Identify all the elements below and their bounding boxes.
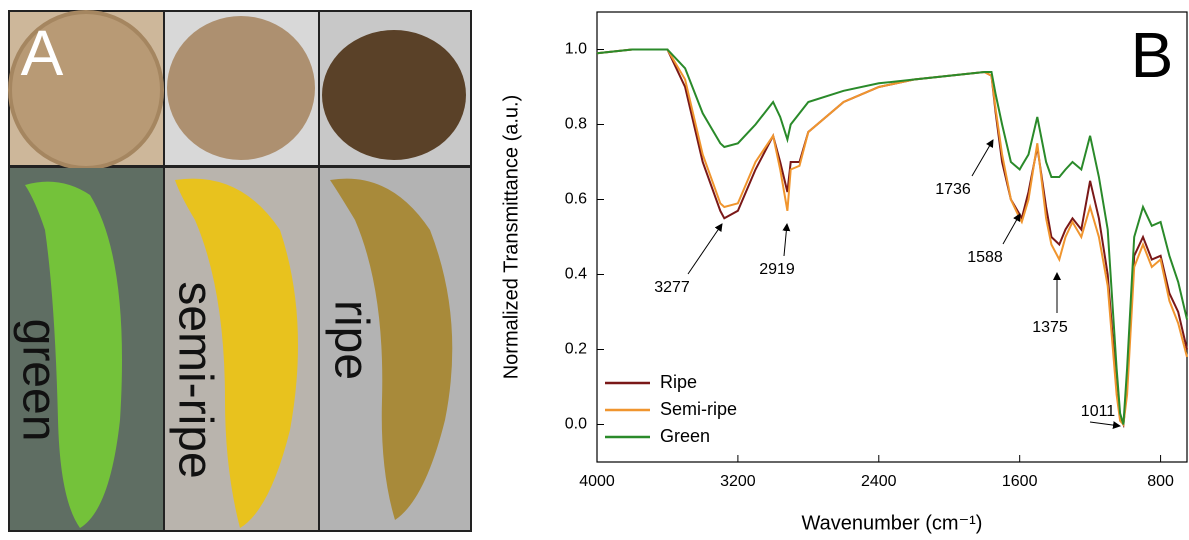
annotation-arrow xyxy=(687,223,723,275)
annotation: 1011 xyxy=(1081,403,1116,420)
spectrum-line xyxy=(596,48,1188,427)
y-tick-label: 0.0 xyxy=(565,416,587,433)
banana xyxy=(330,178,453,521)
y-axis-title: Normalized Transmittance (a.u.) xyxy=(500,95,522,380)
banana xyxy=(25,181,122,528)
x-tick-label: 1600 xyxy=(1002,473,1038,490)
annotation: 2919 xyxy=(759,261,795,278)
annotation: 1588 xyxy=(967,249,1003,266)
x-tick-label: 4000 xyxy=(579,473,615,490)
annotation: 3277 xyxy=(654,279,690,296)
legend-label: Semi-ripe xyxy=(660,399,737,419)
x-axis-title: Wavenumber (cm⁻¹) xyxy=(802,512,983,534)
legend-label: Green xyxy=(660,426,710,446)
y-tick-label: 1.0 xyxy=(565,41,587,58)
panel-label: A xyxy=(21,17,64,89)
annotation-arrow xyxy=(1002,213,1021,245)
spectrum-line xyxy=(596,48,1188,425)
photo-label: semi-ripe xyxy=(168,281,221,478)
chart: 0.0 0.2 0.4 0.6 0.8 1.0 4000 3200 2400 1600 800 Wav… xyxy=(500,11,1188,534)
x-tick-label: 3200 xyxy=(720,473,756,490)
x-tick-label: 800 xyxy=(1147,473,1174,490)
photo-label: ripe xyxy=(324,300,377,380)
annotation-arrow xyxy=(782,223,791,257)
annotation-arrow xyxy=(1089,421,1121,430)
y-tick-label: 0.8 xyxy=(565,116,587,133)
y-tick-label: 0.2 xyxy=(565,341,587,358)
panel-label: B xyxy=(1131,19,1174,91)
y-tick-label: 0.4 xyxy=(565,266,587,283)
banana xyxy=(175,178,298,529)
annotation-arrow xyxy=(971,139,994,177)
powder xyxy=(322,30,466,160)
y-tick-label: 0.6 xyxy=(565,191,587,208)
powder xyxy=(167,16,315,160)
photo-label: green xyxy=(12,319,65,442)
legend-label: Ripe xyxy=(660,372,697,392)
x-tick-label: 2400 xyxy=(861,473,897,490)
annotation: 1375 xyxy=(1032,319,1068,336)
plot-frame xyxy=(596,11,1188,463)
annotation: 1736 xyxy=(935,181,971,198)
panel-a: A green semi-ripe ripe xyxy=(8,10,472,532)
